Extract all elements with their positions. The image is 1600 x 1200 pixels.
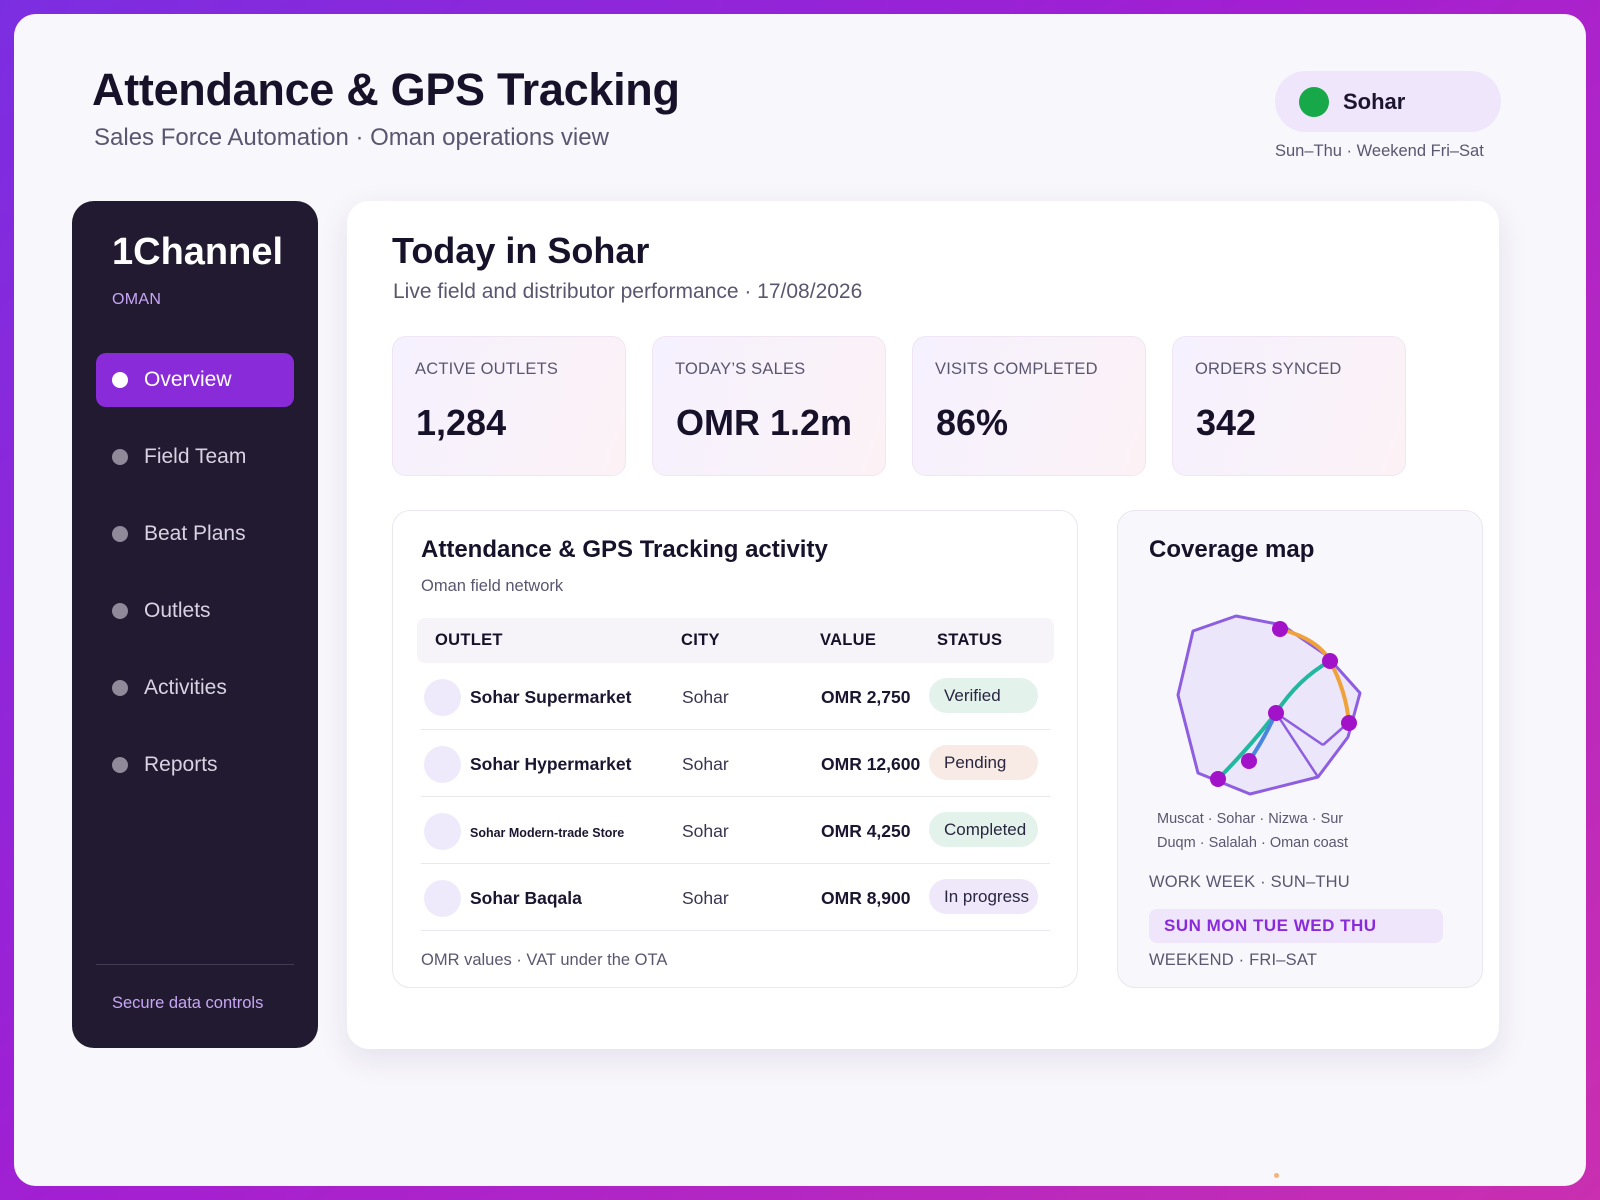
sidebar-nav: Overview Field Team Beat Plans Outlets A… — [96, 353, 294, 815]
status-badge: Verified — [929, 678, 1038, 713]
column-header-value[interactable]: VALUE — [820, 631, 877, 649]
nav-dot-icon — [112, 757, 128, 773]
sidebar-item-reports[interactable]: Reports — [96, 738, 294, 792]
kpi-label: TODAY’S SALES — [675, 360, 806, 378]
main-subtitle: Live field and distributor performance ·… — [393, 280, 863, 303]
coverage-map[interactable] — [1118, 511, 1484, 811]
sidebar-item-label: Outlets — [144, 599, 211, 622]
kpi-card-orders-synced[interactable]: ORDERS SYNCED 342 — [1172, 336, 1406, 476]
sidebar-item-label: Reports — [144, 753, 218, 776]
outlet-name: Sohar Baqala — [470, 888, 582, 908]
outlet-value: OMR 12,600 — [821, 754, 921, 774]
column-header-outlet[interactable]: OUTLET — [435, 631, 503, 649]
outlet-city: Sohar — [682, 821, 729, 841]
sidebar-divider — [96, 964, 294, 965]
kpi-card-todays-sales[interactable]: TODAY’S SALES OMR 1.2m — [652, 336, 886, 476]
nav-dot-icon — [112, 680, 128, 696]
map-pin[interactable] — [1241, 753, 1257, 769]
map-caption-line: Duqm · Salalah · Oman coast — [1157, 835, 1348, 851]
kpi-value: OMR 1.2m — [676, 402, 853, 443]
kpi-label: VISITS COMPLETED — [935, 360, 1098, 378]
sidebar: 1Channel OMAN Overview Field Team Beat P… — [72, 201, 318, 1048]
avatar — [424, 746, 461, 783]
work-week-label: WORK WEEK · SUN–THU — [1149, 873, 1350, 891]
kpi-card-active-outlets[interactable]: ACTIVE OUTLETS 1,284 — [392, 336, 626, 476]
map-internal-line — [1274, 712, 1320, 778]
table-row[interactable]: Sohar Hypermarket Sohar OMR 12,600 Pendi… — [421, 730, 1050, 797]
nav-dot-icon — [112, 603, 128, 619]
map-caption-line: Muscat · Sohar · Nizwa · Sur — [1157, 811, 1344, 827]
nav-dot-icon — [112, 526, 128, 542]
status-badge: Pending — [929, 745, 1038, 780]
brand-region: OMAN — [112, 291, 162, 308]
secure-data-link[interactable]: Secure data controls — [112, 994, 264, 1012]
sidebar-item-label: Beat Plans — [144, 522, 246, 545]
avatar — [424, 880, 461, 917]
table-row[interactable]: Sohar Baqala Sohar OMR 8,900 In progress — [421, 864, 1050, 931]
activity-panel: Attendance & GPS Tracking activity Oman … — [392, 510, 1078, 988]
location-selector[interactable]: Sohar — [1275, 71, 1501, 132]
location-name: Sohar — [1343, 88, 1406, 114]
main-title: Today in Sohar — [392, 230, 650, 271]
main-panel: Today in Sohar Live field and distributo… — [347, 201, 1499, 1049]
outlet-value: OMR 2,750 — [821, 687, 911, 707]
table-row[interactable]: Sohar Modern-trade Store Sohar OMR 4,250… — [421, 797, 1050, 864]
sidebar-item-label: Activities — [144, 676, 227, 699]
status-badge: Completed — [929, 812, 1038, 847]
table-header: OUTLET CITY VALUE STATUS — [417, 618, 1054, 663]
coverage-panel: Coverage map Muscat · Sohar · Nizwa · Su… — [1117, 510, 1483, 988]
map-pin[interactable] — [1272, 621, 1288, 637]
column-header-city[interactable]: CITY — [681, 631, 720, 649]
sidebar-item-field-team[interactable]: Field Team — [96, 430, 294, 484]
avatar — [424, 679, 461, 716]
week-note: Sun–Thu · Weekend Fri–Sat — [1275, 142, 1484, 160]
outlet-city: Sohar — [682, 687, 729, 707]
sidebar-item-label: Field Team — [144, 445, 247, 468]
brand-logo[interactable]: 1Channel — [112, 231, 284, 273]
sidebar-item-activities[interactable]: Activities — [96, 661, 294, 715]
kpi-card-visits-completed[interactable]: VISITS COMPLETED 86% — [912, 336, 1146, 476]
activity-subtitle: Oman field network — [421, 577, 564, 595]
outlet-value: OMR 8,900 — [821, 888, 911, 908]
kpi-value: 342 — [1196, 402, 1257, 443]
location-status-dot — [1299, 86, 1329, 117]
map-caption: Muscat · Sohar · Nizwa · Sur Duqm · Sala… — [1157, 807, 1348, 855]
sidebar-item-overview[interactable]: Overview — [96, 353, 294, 407]
app-frame: Attendance & GPS Tracking Sales Force Au… — [14, 14, 1586, 1186]
page-title: Attendance & GPS Tracking — [92, 64, 680, 115]
kpi-label: ORDERS SYNCED — [1195, 360, 1342, 378]
activity-title: Attendance & GPS Tracking activity — [421, 536, 828, 563]
column-header-status[interactable]: STATUS — [937, 631, 1003, 649]
decorative-dot — [1274, 1173, 1279, 1178]
kpi-label: ACTIVE OUTLETS — [415, 360, 559, 378]
coverage-title: Coverage map — [1149, 536, 1315, 563]
page-subtitle: Sales Force Automation · Oman operations… — [94, 124, 609, 151]
outlet-name: Sohar Hypermarket — [470, 754, 632, 774]
table-row[interactable]: Sohar Supermarket Sohar OMR 2,750 Verifi… — [421, 663, 1050, 730]
map-pin[interactable] — [1341, 715, 1357, 731]
outlet-city: Sohar — [682, 754, 729, 774]
sidebar-item-beat-plans[interactable]: Beat Plans — [96, 507, 294, 561]
weekend-label: WEEKEND · FRI–SAT — [1149, 951, 1318, 969]
work-days-bar: SUN MON TUE WED THU — [1149, 909, 1443, 943]
sidebar-item-label: Overview — [144, 368, 232, 391]
outlet-value: OMR 4,250 — [821, 821, 911, 841]
map-pin[interactable] — [1322, 653, 1338, 669]
map-pin[interactable] — [1210, 771, 1226, 787]
outlet-name: Sohar Supermarket — [470, 687, 632, 707]
outlet-name: Sohar Modern-trade Store — [470, 826, 625, 840]
avatar — [424, 813, 461, 850]
outlet-city: Sohar — [682, 888, 729, 908]
kpi-value: 86% — [936, 402, 1009, 443]
map-region-outline — [1176, 614, 1362, 796]
sidebar-item-outlets[interactable]: Outlets — [96, 584, 294, 638]
map-internal-line — [1275, 711, 1324, 747]
nav-dot-icon — [112, 449, 128, 465]
kpi-value: 1,284 — [416, 402, 507, 443]
nav-dot-icon — [112, 372, 128, 388]
map-pin[interactable] — [1268, 705, 1284, 721]
activity-footnote: OMR values · VAT under the OTA — [421, 951, 668, 969]
status-badge: In progress — [929, 879, 1038, 914]
